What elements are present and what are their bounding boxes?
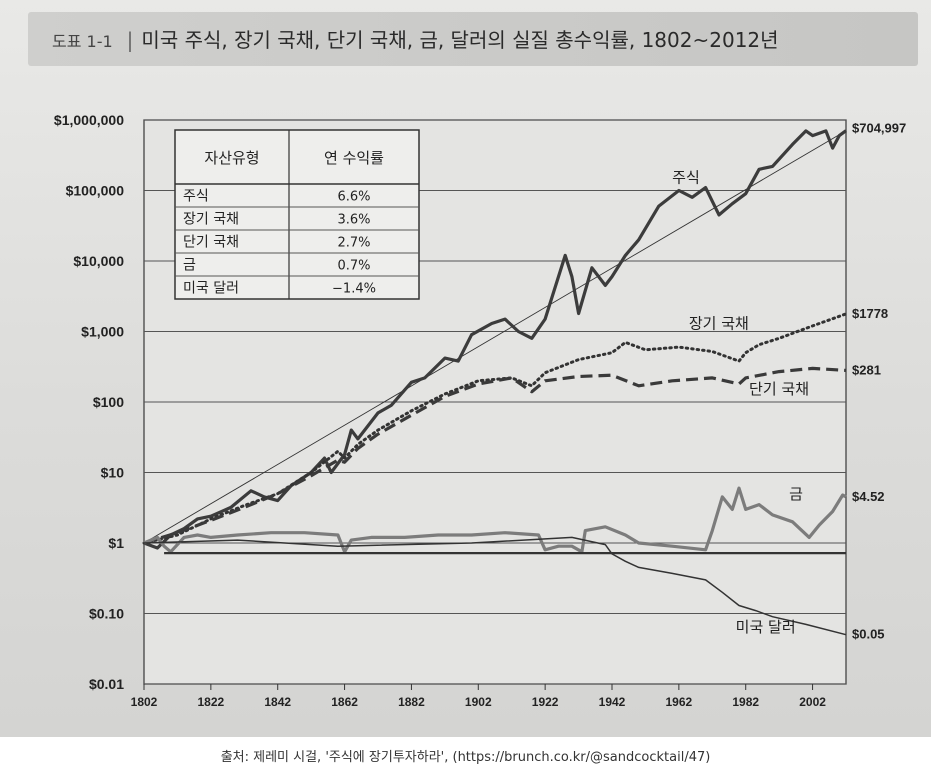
x-tick-label: 1842 <box>264 695 291 709</box>
returns-table <box>174 129 420 300</box>
x-tick-label: 1982 <box>732 695 759 709</box>
short-bills-end-label: $281 <box>852 362 881 377</box>
table-cell-asset: 장기 국채 <box>183 212 239 228</box>
chart: $1,000,000 $100,000 $10,000 $1,000 $100 $10 $1… <box>54 112 906 709</box>
x-tick-label: 1922 <box>532 695 559 709</box>
long-bonds-series-line <box>142 312 848 545</box>
y-tick-label: $100,000 <box>66 183 125 199</box>
gold-annotation: 금 <box>789 485 803 503</box>
y-tick-label: $1 <box>108 535 124 551</box>
x-tick-label: 1882 <box>398 695 425 709</box>
table-cell-asset: 미국 달러 <box>183 281 239 297</box>
long-bonds-annotation: 장기 국채 <box>689 315 749 333</box>
long-bonds-end-label: $1778 <box>852 306 888 321</box>
x-tick-label: 1962 <box>666 695 693 709</box>
source-caption: 출처: 제레미 시걸, '주식에 장기투자하라', (https://brunc… <box>220 750 711 765</box>
table-cell-return: 0.7% <box>337 259 370 274</box>
y-tick-label: $1,000,000 <box>54 112 124 128</box>
x-tick-label: 1802 <box>131 695 158 709</box>
table-cell-asset: 주식 <box>183 189 209 205</box>
table-header-return: 연 수익률 <box>324 149 384 167</box>
table-cell-return: −1.4% <box>332 282 376 297</box>
table-cell-return: 6.6% <box>337 190 370 205</box>
gold-series-line <box>143 486 847 554</box>
short-bills-annotation: 단기 국채 <box>749 380 809 398</box>
x-tick-label: 2002 <box>799 695 826 709</box>
y-tick-label: $0.10 <box>89 606 124 622</box>
figure-number: 도표 1-1 <box>52 32 113 51</box>
y-tick-label: $10,000 <box>73 253 124 269</box>
y-tick-label: $10 <box>101 465 125 481</box>
title-bar <box>28 12 918 66</box>
y-tick-label: $1,000 <box>81 324 124 340</box>
x-tick-label: 1822 <box>198 695 225 709</box>
stocks-end-label: $704,997 <box>852 121 906 136</box>
x-tick-label: 1862 <box>331 695 358 709</box>
table-header-asset: 자산유형 <box>204 149 259 167</box>
x-tick-label: 1902 <box>465 695 492 709</box>
dollar-annotation: 미국 달러 <box>736 618 796 636</box>
stocks-annotation: 주식 <box>672 168 700 186</box>
dollar-series-line <box>143 536 847 636</box>
stocks-series-line <box>143 129 847 550</box>
table-cell-asset: 금 <box>183 258 196 274</box>
stock-trend-line <box>143 130 847 544</box>
table-cell-return: 3.6% <box>337 213 370 228</box>
short-bills-series-line <box>143 366 847 545</box>
dollar-end-label: $0.05 <box>852 627 885 642</box>
title-separator: | <box>126 28 134 52</box>
gold-end-label: $4.52 <box>852 489 885 504</box>
table-cell-return: 2.7% <box>337 236 370 251</box>
x-tick-label: 1942 <box>599 695 626 709</box>
figure-title: 도표 1-1 | 미국 주식, 장기 국채, 단기 국채, 금, 달러의 실질 총수… <box>52 24 779 53</box>
figure-title-text: 미국 주식, 장기 국채, 단기 국채, 금, 달러의 실질 총수익률, 180… <box>141 28 779 52</box>
table-cell-asset: 단기 국채 <box>183 235 239 251</box>
y-tick-label: $100 <box>93 394 124 410</box>
y-tick-label: $0.01 <box>89 676 124 692</box>
